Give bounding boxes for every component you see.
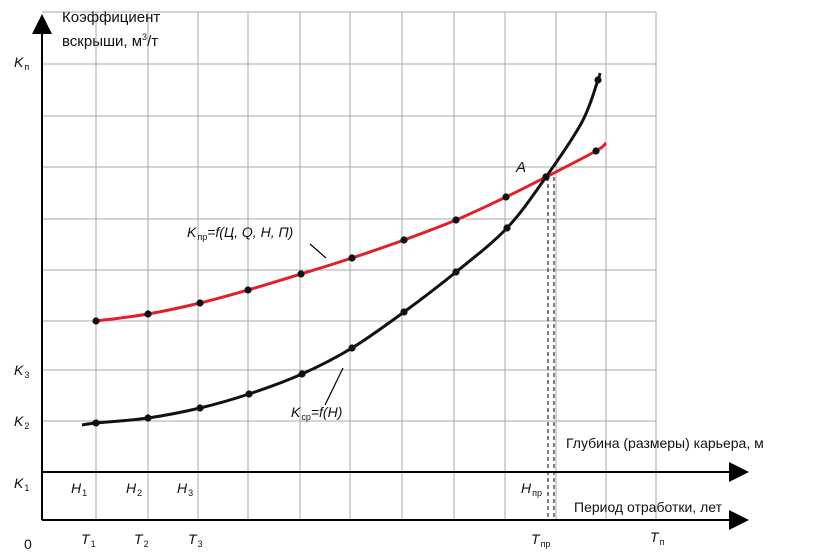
black-curve-point [298,370,306,378]
red-curve-point [400,236,408,244]
y-axis-title-unit: вскрыши, м [62,33,143,50]
black-curve-point [400,308,408,316]
intersection-label-a: A [516,159,527,176]
black-curve-point [503,224,511,232]
red-curve-point [144,310,152,318]
y-tick-k3: K3 [14,362,30,380]
black-curve-point [348,344,356,352]
black-curve-point [245,390,253,398]
black-curve-point [452,268,460,276]
red-curve-kpr [95,141,608,323]
black-curve-point [542,173,550,181]
red-curve-point [244,286,252,294]
red-label-leader [309,243,327,259]
black-curve-point [196,404,204,412]
red-curve-point [297,270,305,278]
y-tick-k1: K1 [14,475,30,493]
black-label-leader [324,367,344,406]
black-curve-kcr [81,72,602,427]
x-axis-depth-title: Глубина (размеры) карьера, м [566,435,764,451]
h-tick-h1: H1 [71,480,88,498]
h-tick-h2: H2 [126,480,143,498]
red-curve-point [348,254,356,262]
red-curve-point [452,216,460,224]
red-curve-points [92,147,600,325]
h-tick-h3: H3 [177,480,194,498]
red-curve-point [92,317,100,325]
y-tick-kn: Kп [14,54,30,72]
t-tick-tn: Tп [650,529,665,547]
grid [42,11,657,520]
y-axis-title-line1: Коэффициент [62,9,161,26]
red-curve-point [196,299,204,307]
t-tick-tpr: Tпр [531,531,551,549]
y-axis-title-sup: 3 [142,32,148,42]
t-tick-t2: T2 [134,531,149,549]
y-axis-title-line2: вскрыши, м3/т [62,32,159,50]
black-curve-points [92,76,602,427]
x-axis-period-title: Период отработки, лет [574,499,722,515]
y-tick-k2: K2 [14,413,30,431]
t-tick-t1: T1 [81,531,96,549]
black-curve-label: Kср=f(H) [291,404,343,422]
black-curve-point [144,414,152,422]
h-tick-hpr: Hпр [521,480,543,498]
y-axis-title-suffix: /т [147,33,159,50]
red-curve-point [592,147,600,155]
red-curve-label: Kпр=f(Ц, Q, H, П) [187,224,294,242]
black-curve-point [92,419,100,427]
origin-label: 0 [24,536,32,552]
t-tick-t3: T3 [188,531,203,549]
red-curve-point [502,193,510,201]
black-curve-point [594,76,602,84]
